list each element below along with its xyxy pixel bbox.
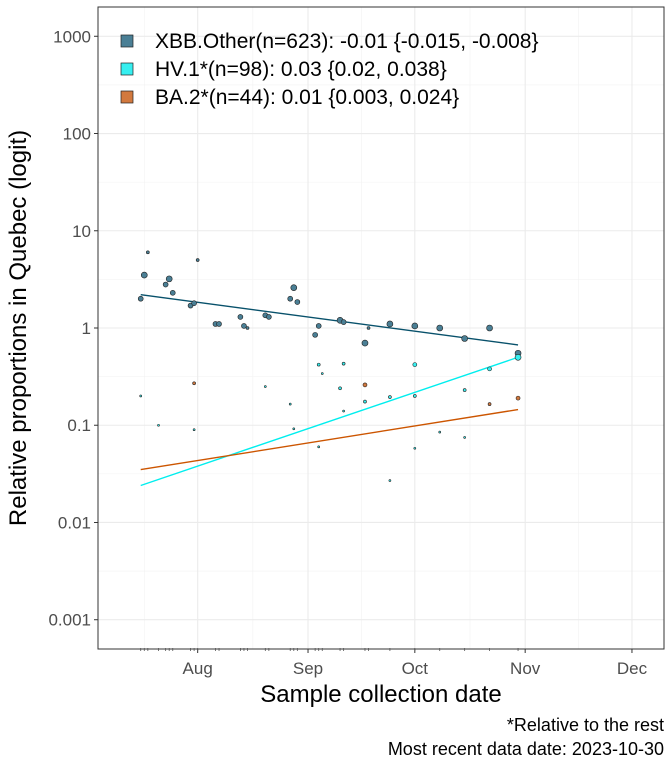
y-tick-label: 10 <box>72 222 91 241</box>
data-point <box>315 323 322 329</box>
data-point <box>320 372 324 375</box>
data-point <box>515 395 521 401</box>
y-tick-label: 1000 <box>53 27 91 46</box>
data-point <box>316 362 321 367</box>
x-tick-label: Sep <box>293 659 323 678</box>
data-points <box>137 250 522 482</box>
axes: 0.001 0.01 0.1 1 10 100 1000 Aug Sep Oct Nov Dec <box>48 27 647 678</box>
data-point <box>388 395 392 399</box>
trend-line <box>140 294 519 346</box>
caption-relative-note: *Relative to the rest <box>507 715 664 735</box>
y-tick-label: 0.001 <box>48 611 91 630</box>
x-tick-label: Dec <box>617 659 648 678</box>
y-axis-title: Relative proportions in Quebec (logit) <box>5 130 32 526</box>
trend-lines <box>140 294 519 487</box>
data-point <box>192 428 196 431</box>
data-point <box>288 402 292 406</box>
legend-label: XBB.Other(n=623): -0.01 {-0.015, -0.008} <box>155 30 539 53</box>
data-point <box>195 258 200 262</box>
data-point <box>412 362 418 367</box>
data-point <box>514 353 522 361</box>
data-point <box>362 382 368 388</box>
data-point <box>438 430 442 434</box>
x-tick-label: Nov <box>510 659 541 678</box>
legend-key <box>120 34 134 48</box>
trend-line <box>140 356 519 487</box>
data-point <box>192 381 196 386</box>
data-point <box>191 300 197 306</box>
data-point <box>312 332 318 338</box>
data-point <box>366 326 371 330</box>
y-tick-label: 100 <box>63 125 91 144</box>
data-point <box>266 314 272 320</box>
legend-label: BA.2*(n=44): 0.01 {0.003, 0.024} <box>155 86 459 109</box>
legend-label: HV.1*(n=98): 0.03 {0.02, 0.038} <box>155 58 447 81</box>
data-point <box>340 319 347 325</box>
data-point <box>165 275 173 283</box>
data-point <box>388 479 392 482</box>
legend-key <box>120 90 134 104</box>
x-axis-title: Sample collection date <box>260 681 501 708</box>
data-point <box>162 281 169 288</box>
y-tick-label: 1 <box>82 319 91 338</box>
data-point <box>157 423 160 427</box>
data-point <box>216 321 222 327</box>
data-point <box>287 295 294 302</box>
trend-line <box>140 408 519 471</box>
data-point <box>486 324 493 332</box>
legend-key <box>120 62 134 76</box>
data-point <box>317 445 321 449</box>
data-point <box>462 388 467 392</box>
legend: XBB.Other(n=623): -0.01 {-0.015, -0.008}… <box>120 30 539 109</box>
grid <box>98 7 664 649</box>
data-point <box>245 326 250 330</box>
y-tick-label: 0.1 <box>67 416 91 435</box>
data-point <box>487 366 492 372</box>
data-point <box>413 394 417 398</box>
data-point <box>241 323 247 329</box>
data-point <box>237 314 244 320</box>
data-point <box>411 322 419 330</box>
data-point <box>292 427 296 431</box>
data-point <box>386 320 394 328</box>
data-point <box>487 402 492 406</box>
data-point <box>139 394 143 398</box>
x-tick-label: Aug <box>183 659 213 678</box>
data-point <box>146 250 150 255</box>
data-point <box>436 324 444 332</box>
data-point <box>361 339 369 347</box>
data-point <box>169 290 176 296</box>
data-point <box>140 271 148 279</box>
data-point <box>137 295 144 302</box>
data-point <box>264 385 267 388</box>
data-point <box>363 399 367 404</box>
x-tick-label: Oct <box>402 659 429 678</box>
caption-recent-date: Most recent data date: 2023-10-30 <box>388 739 664 759</box>
data-point <box>413 446 417 450</box>
data-point <box>342 409 345 413</box>
data-point <box>290 284 298 291</box>
y-tick-label: 0.01 <box>58 513 91 532</box>
data-point <box>463 436 466 439</box>
data-point <box>294 299 301 305</box>
data-point <box>338 386 342 391</box>
data-point <box>461 335 468 342</box>
data-point <box>341 361 346 366</box>
